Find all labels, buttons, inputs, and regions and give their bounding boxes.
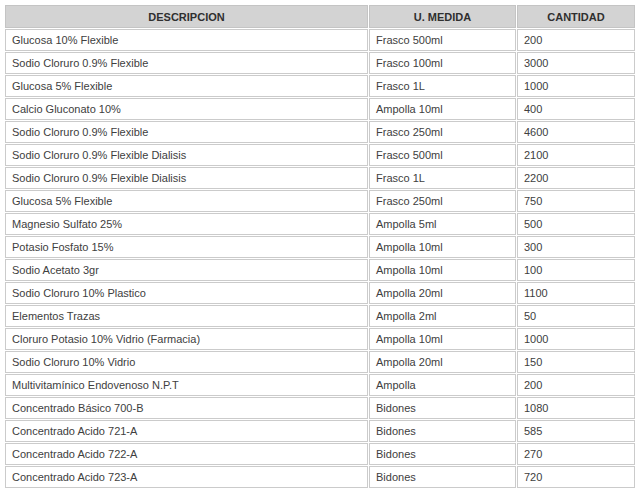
cell-descripcion: Concentrado Acido 723-A	[5, 466, 368, 488]
cell-descripcion: Concentrado Acido 722-A	[5, 443, 368, 465]
column-header-descripcion: DESCRIPCION	[5, 5, 368, 28]
cell-u-medida: Frasco 500ml	[369, 144, 516, 166]
cell-u-medida: Ampolla 10ml	[369, 236, 516, 258]
table-row: Concentrado Acido 722-ABidones270	[5, 443, 635, 465]
cell-descripcion: Glucosa 5% Flexible	[5, 75, 368, 97]
cell-u-medida: Bidones	[369, 397, 516, 419]
cell-u-medida: Bidones	[369, 466, 516, 488]
header-row: DESCRIPCION U. MEDIDA CANTIDAD	[5, 5, 635, 28]
cell-cantidad: 200	[517, 29, 635, 51]
table-row: Glucosa 10% FlexibleFrasco 500ml200	[5, 29, 635, 51]
cell-u-medida: Frasco 250ml	[369, 190, 516, 212]
column-header-cantidad: CANTIDAD	[517, 5, 635, 28]
cell-u-medida: Frasco 500ml	[369, 29, 516, 51]
table-row: Concentrado Acido 723-ABidones720	[5, 466, 635, 488]
cell-descripcion: Glucosa 10% Flexible	[5, 29, 368, 51]
cell-u-medida: Ampolla 20ml	[369, 351, 516, 373]
cell-u-medida: Ampolla 2ml	[369, 305, 516, 327]
cell-u-medida: Ampolla 5ml	[369, 213, 516, 235]
cell-u-medida: Ampolla 10ml	[369, 328, 516, 350]
table-row: Sodio Cloruro 10% VidrioAmpolla 20ml150	[5, 351, 635, 373]
cell-u-medida: Frasco 1L	[369, 75, 516, 97]
cell-cantidad: 4600	[517, 121, 635, 143]
cell-cantidad: 400	[517, 98, 635, 120]
cell-u-medida: Frasco 1L	[369, 167, 516, 189]
cell-cantidad: 270	[517, 443, 635, 465]
cell-descripcion: Sodio Cloruro 0.9% Flexible Dialisis	[5, 144, 368, 166]
cell-cantidad: 2200	[517, 167, 635, 189]
cell-descripcion: Calcio Gluconato 10%	[5, 98, 368, 120]
cell-cantidad: 100	[517, 259, 635, 281]
table-row: Sodio Cloruro 0.9% Flexible DialisisFras…	[5, 144, 635, 166]
cell-cantidad: 1000	[517, 328, 635, 350]
cell-descripcion: Sodio Cloruro 10% Vidrio	[5, 351, 368, 373]
table-row: Potasio Fosfato 15%Ampolla 10ml300	[5, 236, 635, 258]
cell-descripcion: Glucosa 5% Flexible	[5, 190, 368, 212]
cell-cantidad: 50	[517, 305, 635, 327]
cell-descripcion: Potasio Fosfato 15%	[5, 236, 368, 258]
cell-cantidad: 585	[517, 420, 635, 442]
cell-cantidad: 1000	[517, 75, 635, 97]
table-row: Sodio Cloruro 0.9% FlexibleFrasco 250ml4…	[5, 121, 635, 143]
cell-cantidad: 500	[517, 213, 635, 235]
cell-descripcion: Concentrado Básico 700-B	[5, 397, 368, 419]
cell-cantidad: 3000	[517, 52, 635, 74]
column-header-u-medida: U. MEDIDA	[369, 5, 516, 28]
table-row: Glucosa 5% FlexibleFrasco 1L1000	[5, 75, 635, 97]
table-row: Multivitamínico Endovenoso N.P.TAmpolla2…	[5, 374, 635, 396]
cell-cantidad: 150	[517, 351, 635, 373]
cell-descripcion: Sodio Cloruro 0.9% Flexible	[5, 121, 368, 143]
table-row: Sodio Cloruro 0.9% Flexible DialisisFras…	[5, 167, 635, 189]
table-row: Concentrado Básico 700-BBidones1080	[5, 397, 635, 419]
cell-u-medida: Ampolla	[369, 374, 516, 396]
cell-cantidad: 1100	[517, 282, 635, 304]
table-wrapper: DESCRIPCION U. MEDIDA CANTIDAD Glucosa 1…	[0, 0, 639, 489]
cell-descripcion: Sodio Cloruro 0.9% Flexible Dialisis	[5, 167, 368, 189]
cell-u-medida: Frasco 250ml	[369, 121, 516, 143]
cell-cantidad: 300	[517, 236, 635, 258]
table-row: Concentrado Acido 721-ABidones585	[5, 420, 635, 442]
cell-descripcion: Multivitamínico Endovenoso N.P.T	[5, 374, 368, 396]
cell-descripcion: Concentrado Acido 721-A	[5, 420, 368, 442]
table-row: Sodio Cloruro 10% PlasticoAmpolla 20ml11…	[5, 282, 635, 304]
cell-u-medida: Frasco 100ml	[369, 52, 516, 74]
cell-u-medida: Bidones	[369, 443, 516, 465]
table-row: Glucosa 5% FlexibleFrasco 250ml750	[5, 190, 635, 212]
cell-descripcion: Cloruro Potasio 10% Vidrio (Farmacia)	[5, 328, 368, 350]
cell-u-medida: Ampolla 10ml	[369, 259, 516, 281]
cell-cantidad: 750	[517, 190, 635, 212]
cell-descripcion: Sodio Cloruro 0.9% Flexible	[5, 52, 368, 74]
table-row: Elementos TrazasAmpolla 2ml50	[5, 305, 635, 327]
table-row: Cloruro Potasio 10% Vidrio (Farmacia)Amp…	[5, 328, 635, 350]
table-row: Sodio Acetato 3grAmpolla 10ml100	[5, 259, 635, 281]
cell-u-medida: Ampolla 10ml	[369, 98, 516, 120]
table-row: Magnesio Sulfato 25%Ampolla 5ml500	[5, 213, 635, 235]
cell-cantidad: 2100	[517, 144, 635, 166]
cell-cantidad: 1080	[517, 397, 635, 419]
cell-descripcion: Elementos Trazas	[5, 305, 368, 327]
cell-descripcion: Sodio Acetato 3gr	[5, 259, 368, 281]
cell-u-medida: Ampolla 20ml	[369, 282, 516, 304]
cell-descripcion: Sodio Cloruro 10% Plastico	[5, 282, 368, 304]
table-row: Sodio Cloruro 0.9% FlexibleFrasco 100ml3…	[5, 52, 635, 74]
table-row: Calcio Gluconato 10%Ampolla 10ml400	[5, 98, 635, 120]
inventory-table: DESCRIPCION U. MEDIDA CANTIDAD Glucosa 1…	[4, 4, 636, 489]
cell-descripcion: Magnesio Sulfato 25%	[5, 213, 368, 235]
cell-u-medida: Bidones	[369, 420, 516, 442]
cell-cantidad: 720	[517, 466, 635, 488]
cell-cantidad: 200	[517, 374, 635, 396]
